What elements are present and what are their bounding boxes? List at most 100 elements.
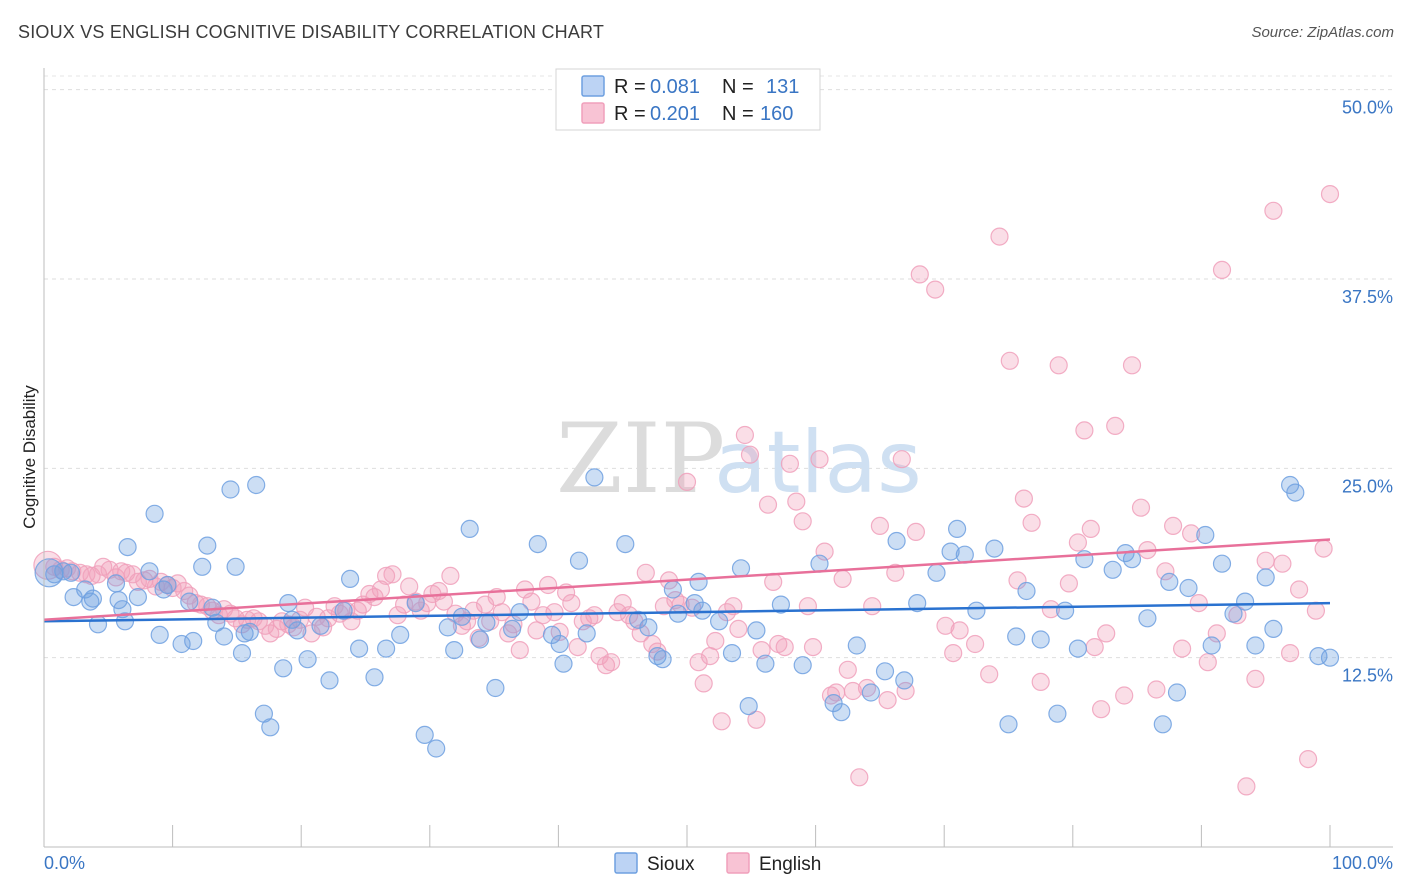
- english-point: [1181, 524, 1201, 543]
- english-point: [1163, 516, 1183, 536]
- sioux-point: [895, 671, 914, 690]
- sioux-point: [54, 562, 73, 581]
- english-point: [128, 572, 147, 592]
- sioux-point: [1160, 572, 1179, 592]
- english-point: [400, 577, 419, 596]
- english-point: [1198, 653, 1217, 672]
- sioux-point: [140, 562, 159, 581]
- watermark-zip: ZIP: [556, 403, 725, 515]
- sioux-point: [88, 615, 108, 634]
- english-point: [870, 516, 890, 536]
- sioux-point: [76, 580, 95, 599]
- english-point: [833, 569, 852, 589]
- sioux-point: [261, 718, 280, 737]
- english-point: [843, 681, 863, 701]
- sioux-point: [577, 624, 596, 643]
- english-point: [740, 445, 760, 464]
- sioux-point: [445, 640, 464, 660]
- y-tick-label: 25.0%: [1342, 476, 1393, 496]
- sioux-point: [585, 468, 604, 487]
- english-point: [590, 646, 609, 666]
- sioux-point: [824, 693, 843, 713]
- sioux-point: [406, 593, 425, 613]
- sioux-point: [648, 646, 667, 666]
- english-point: [377, 566, 396, 586]
- sioux-point: [438, 618, 457, 637]
- sioux-point: [247, 475, 266, 495]
- sioux-point: [145, 504, 164, 523]
- sioux-point: [477, 613, 496, 632]
- bottom-legend-swatch-sioux: [614, 852, 638, 874]
- english-point: [810, 450, 829, 469]
- sioux-point: [427, 739, 446, 758]
- sioux-point: [502, 619, 522, 639]
- sioux-point: [377, 639, 396, 658]
- sioux-point: [283, 610, 302, 629]
- sioux-point: [861, 683, 881, 702]
- sioux-point: [150, 625, 169, 645]
- sioux-point: [81, 592, 100, 611]
- sioux-point: [967, 601, 986, 620]
- english-point: [863, 597, 882, 616]
- sioux-point: [668, 604, 688, 623]
- sioux-point: [722, 643, 742, 663]
- y-tick-label: 37.5%: [1342, 287, 1393, 307]
- legend-r-label-sioux: R =: [614, 76, 646, 98]
- chart-title: SIOUX VS ENGLISH COGNITIVE DISABILITY CO…: [18, 22, 605, 42]
- english-point: [545, 603, 564, 622]
- english-trendline: [43, 538, 1331, 622]
- sioux-point: [320, 671, 339, 690]
- english-point: [950, 621, 969, 640]
- english-point: [1264, 201, 1283, 220]
- bottom-legend-sioux: Sioux: [647, 854, 695, 875]
- sioux-point: [486, 678, 505, 698]
- english-point: [706, 631, 725, 651]
- english-point: [510, 640, 529, 660]
- english-point: [585, 606, 604, 625]
- sioux-point: [616, 534, 635, 554]
- x-tick-label-min: 0.0%: [44, 853, 85, 873]
- english-point: [1041, 600, 1061, 619]
- sioux-point: [1309, 646, 1328, 666]
- source-label: Source: ZipAtlas.com: [1251, 24, 1394, 41]
- sioux-point: [985, 539, 1004, 558]
- y-tick-labels: 12.5% 25.0% 37.5% 50.0%: [1342, 98, 1393, 686]
- english-point: [522, 592, 541, 611]
- english-point: [747, 710, 766, 729]
- sioux-point: [106, 574, 126, 593]
- english-point: [944, 643, 963, 663]
- legend-swatch-english: [581, 102, 605, 124]
- english-point: [798, 597, 818, 616]
- sioux-point: [941, 542, 960, 561]
- sioux-point: [350, 639, 369, 658]
- bottom-legend: Sioux English: [614, 852, 821, 875]
- sioux-point: [1017, 581, 1036, 601]
- sioux-point: [709, 612, 729, 631]
- english-point: [729, 619, 748, 639]
- english-point: [910, 265, 929, 284]
- sioux-point: [689, 572, 708, 592]
- sioux-point: [510, 603, 529, 622]
- sioux-point: [1264, 619, 1283, 639]
- sioux-point: [1246, 636, 1265, 655]
- sioux-point: [193, 557, 212, 576]
- sioux-point: [1196, 525, 1215, 545]
- sioux-point: [554, 654, 573, 673]
- sioux-point: [739, 696, 758, 716]
- sioux-point: [274, 659, 293, 678]
- sioux-point: [1138, 609, 1157, 628]
- english-point: [1115, 686, 1134, 705]
- english-point: [677, 472, 697, 491]
- sioux-point: [460, 519, 479, 539]
- english-point: [694, 674, 713, 693]
- english-point: [850, 768, 869, 787]
- english-point: [1314, 539, 1333, 558]
- sioux-point: [452, 607, 471, 626]
- sioux-point: [288, 621, 307, 640]
- sioux-point: [927, 563, 946, 582]
- english-point: [990, 227, 1009, 246]
- english-point: [906, 522, 926, 542]
- english-point: [1106, 416, 1125, 435]
- sioux-point: [61, 563, 81, 582]
